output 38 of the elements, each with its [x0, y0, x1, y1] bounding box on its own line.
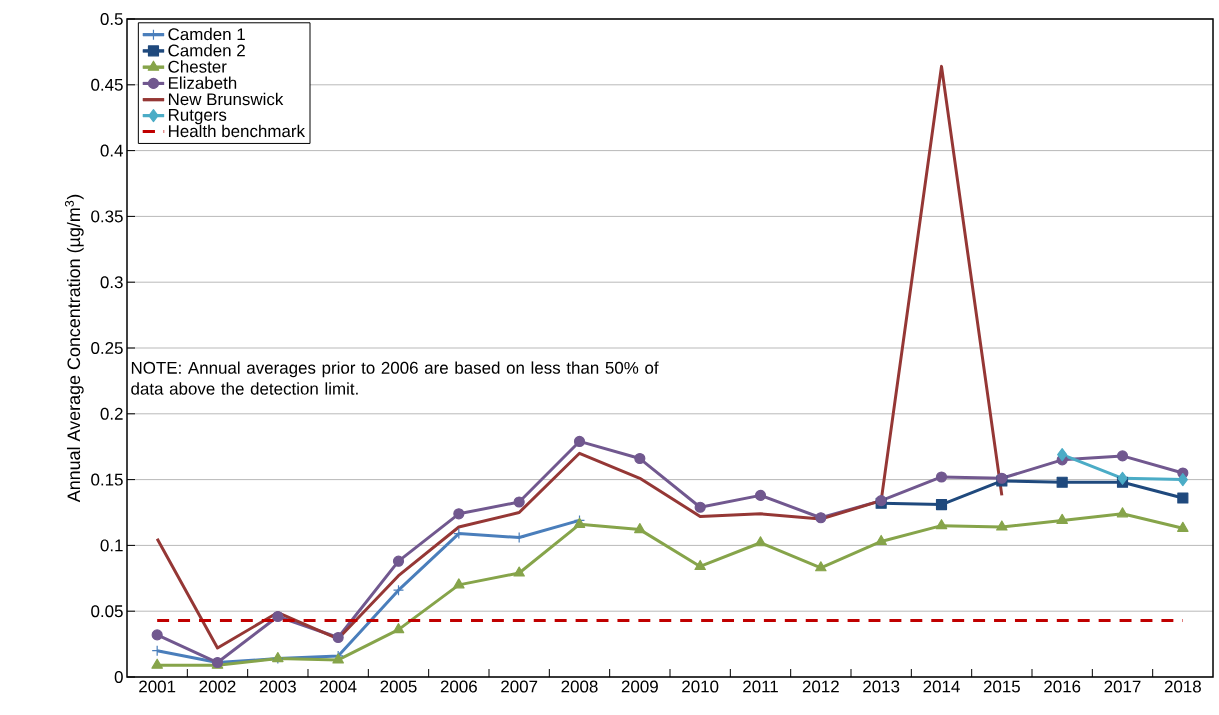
annotation: NOTE: Annual averages prior to 2006 are based on less than 50% of data above the detection limit.: [131, 361, 659, 395]
x-tick-label: 2015: [983, 680, 1020, 693]
y-tick-label: 0: [114, 671, 123, 683]
x-tick-label: 2018: [1164, 680, 1201, 693]
x-tick-label: 2011: [743, 680, 778, 693]
x-tick-label: 2012: [802, 680, 839, 693]
x-tick-label: 2006: [440, 680, 477, 693]
x-tick-label: 2013: [863, 680, 900, 693]
y-tick-label: 0.05: [91, 605, 123, 618]
legend-label: New Brunswick: [168, 92, 284, 106]
x-tick-label: 2009: [621, 680, 658, 693]
y-tick-label: 0.25: [91, 342, 123, 354]
x-tick-label: 2017: [1104, 680, 1141, 693]
x-tick-label: 2001: [139, 680, 176, 693]
x-tick-label: 2014: [923, 680, 960, 693]
y-tick-label: 0.15: [91, 473, 123, 486]
legend-label: Chester: [168, 60, 227, 73]
x-tick-label: 2008: [561, 680, 598, 693]
y-axis-title: Annual Average Concentration (µg/m$^{3}$): [64, 194, 84, 503]
legend-label: Rutgers: [168, 109, 227, 125]
y-tick-label: 0.3: [100, 276, 123, 289]
legend-label: Health benchmark: [168, 124, 306, 138]
x-tick-label: 2005: [380, 680, 417, 693]
x-tick-label: 2003: [259, 680, 296, 693]
legend-label: Camden 1: [168, 27, 245, 41]
x-tick-label: 2004: [320, 680, 357, 693]
x-tick-label: 2016: [1044, 680, 1081, 693]
y-tick-label: 0.45: [91, 78, 123, 91]
x-tick-label: 2007: [501, 680, 538, 693]
y-tick-label: 0.1: [100, 539, 123, 552]
x-tick-label: 2010: [682, 680, 719, 693]
x-tick-label: 2002: [199, 680, 236, 693]
y-tick-label: 0.35: [91, 210, 123, 223]
y-tick-label: 0.5: [100, 13, 123, 25]
legend-label: Elizabeth: [168, 76, 237, 89]
y-tick-label: 0.2: [100, 407, 123, 420]
legend-label: Camden 2: [168, 44, 245, 57]
y-tick-label: 0.4: [100, 144, 123, 157]
